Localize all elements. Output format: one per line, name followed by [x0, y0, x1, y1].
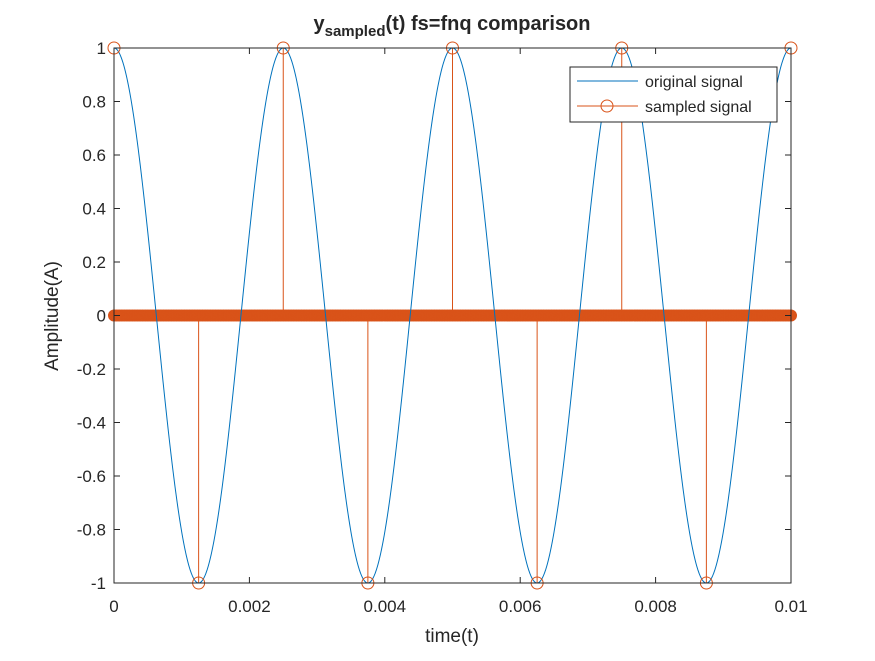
y-tick-label: 0: [97, 307, 106, 326]
y-tick-label: 1: [97, 39, 106, 58]
y-tick-label: 0.4: [82, 200, 106, 219]
x-tick-label: 0.002: [228, 597, 271, 616]
x-axis-label: time(t): [425, 626, 479, 647]
legend-box: [569, 66, 778, 123]
x-tick-label: 0.008: [634, 597, 677, 616]
x-tick-label: 0.004: [364, 597, 407, 616]
y-tick-label: -0.4: [77, 414, 106, 433]
chart-title: ysampled(t) fs=fnq comparison: [314, 13, 591, 40]
x-tick-label: 0.006: [499, 597, 542, 616]
x-tick-label: 0.01: [774, 597, 807, 616]
y-tick-label: 0.8: [82, 93, 106, 112]
legend: original signal sampled signal: [569, 66, 778, 123]
y-tick-label: 0.2: [82, 253, 106, 272]
y-axis-label: Amplitude(A): [42, 261, 63, 371]
title-subscript: sampled: [325, 23, 386, 40]
legend-marker-sampled: [600, 99, 614, 113]
y-tick-label: 0.6: [82, 146, 106, 165]
x-tick-label: 0: [109, 597, 118, 616]
legend-label-original: original signal: [645, 74, 743, 91]
x-axis-ticks: 0 0.002 0.004 0.006 0.008 0.01: [109, 48, 808, 616]
y-tick-label: -1: [91, 574, 106, 593]
zero-level-markers: [108, 309, 797, 322]
y-axis-ticks: -1 -0.8 -0.6 -0.4 -0.2 0 0.2 0.4 0.6 0.8 1: [77, 39, 791, 593]
y-tick-label: -0.8: [77, 521, 106, 540]
y-tick-label: -0.6: [77, 467, 106, 486]
y-tick-label: -0.2: [77, 360, 106, 379]
legend-label-sampled: sampled signal: [645, 99, 752, 116]
